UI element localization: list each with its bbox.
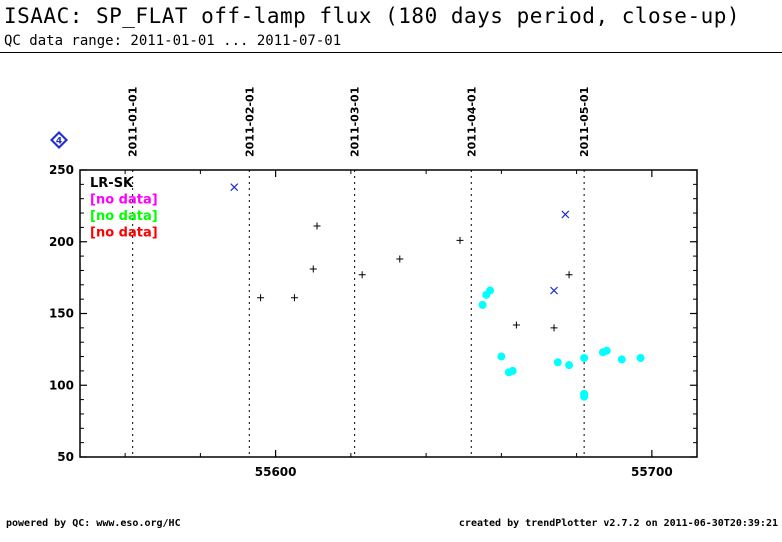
page-title: ISAAC: SP_FLAT off-lamp flux (180 days p…	[4, 4, 741, 28]
date-marker-label: 2011-03-01	[349, 87, 362, 157]
y-tick-label: 150	[49, 307, 74, 321]
data-point-plus	[290, 294, 298, 302]
legend-entry: [no data]	[90, 209, 158, 224]
date-marker-label: 2011-04-01	[465, 87, 478, 157]
x-tick-label: 55600	[255, 465, 297, 479]
data-range-subtitle: QC data range: 2011-01-01 ... 2011-07-01	[4, 33, 342, 49]
diamond-icon[interactable]: 4	[50, 131, 68, 149]
data-point-plus	[512, 321, 520, 329]
footer-created-by: created by trendPlotter v2.7.2 on 2011-0…	[458, 518, 778, 529]
date-marker-label: 2011-05-01	[578, 87, 591, 157]
footer-powered-by: powered by QC: www.eso.org/HC	[6, 518, 181, 529]
data-point-dot	[617, 355, 626, 364]
data-point-plus	[550, 324, 558, 332]
data-point-dot	[497, 352, 506, 361]
y-tick-label: 250	[49, 163, 74, 177]
data-point-plus	[565, 271, 573, 279]
x-tick-label: 55700	[631, 465, 673, 479]
y-tick-label: 50	[57, 450, 74, 464]
data-point-x	[561, 210, 570, 219]
data-point-plus	[309, 265, 317, 273]
legend-entry: [no data]	[90, 226, 158, 241]
data-point-plus	[358, 271, 366, 279]
data-point-dot	[508, 366, 517, 375]
data-point-plus	[257, 294, 265, 302]
data-point-dot	[565, 361, 574, 370]
y-tick-label: 100	[49, 378, 74, 392]
y-tick-label: 200	[49, 235, 74, 249]
data-point-dot	[478, 300, 487, 309]
data-point-plus	[456, 236, 464, 244]
data-point-x	[230, 183, 239, 192]
data-point-dot	[636, 353, 645, 362]
header-divider	[0, 52, 782, 53]
data-point-dot	[580, 353, 589, 362]
plot-frame	[79, 169, 698, 458]
data-point-plus	[396, 255, 404, 263]
data-point-dot	[486, 286, 495, 295]
data-point-x	[550, 286, 558, 295]
date-marker-label: 2011-01-01	[127, 87, 140, 157]
data-point-dot	[553, 358, 562, 367]
legend-entry: LR-SK	[90, 176, 134, 191]
nav-label: 4	[56, 137, 62, 147]
date-marker-label: 2011-02-01	[243, 87, 256, 157]
data-point-dot	[602, 346, 611, 355]
data-point-plus	[313, 222, 321, 230]
legend-entry: [no data]	[90, 193, 158, 208]
data-point-dot	[580, 392, 589, 401]
